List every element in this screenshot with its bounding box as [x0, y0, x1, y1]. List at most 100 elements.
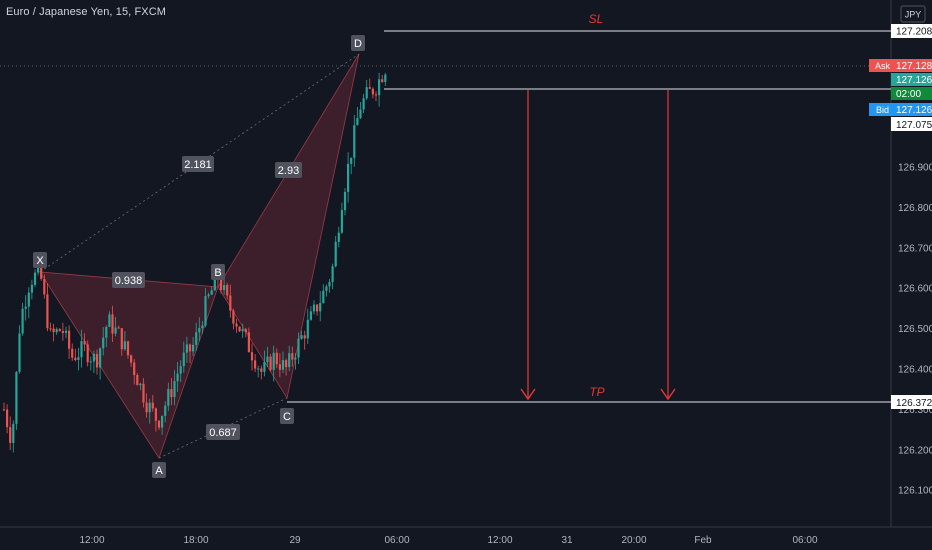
price-tick-label: 126.400 [898, 365, 932, 376]
candle-body [161, 415, 164, 428]
candle-body [86, 344, 89, 363]
candle-body [365, 87, 368, 99]
candle-body [238, 326, 241, 332]
candle-body [347, 163, 350, 192]
candle-body [250, 352, 254, 361]
candle-body [328, 281, 331, 287]
time-tick-label: 20:00 [621, 535, 646, 546]
candle-body [43, 278, 46, 295]
candle-body [316, 304, 319, 312]
candle-body [334, 241, 337, 267]
time-tick-label: Feb [694, 535, 712, 546]
ratio-label-bd: 2.93 [275, 162, 302, 178]
candle-body [21, 308, 24, 334]
candle-body [71, 348, 74, 358]
candle-body [111, 314, 114, 334]
point-d-label: D [351, 35, 365, 51]
candle-body [371, 88, 374, 95]
ask-price-tag: Ask 127.128 [869, 59, 932, 72]
candle-body [198, 328, 201, 333]
candle-body [340, 210, 343, 233]
xab-triangle [39, 271, 219, 459]
tp-price-tag: 126.372 [891, 395, 932, 409]
candle-body [136, 374, 139, 386]
price-tick-label: 126.900 [898, 163, 932, 174]
candle-body [275, 352, 278, 365]
candle-body [133, 362, 136, 375]
candle-body [89, 361, 92, 363]
candle-body [192, 344, 195, 352]
candle-body [195, 332, 198, 345]
candle-body [319, 303, 322, 312]
tp-label: TP [589, 385, 604, 399]
candle-body [49, 328, 52, 330]
currency-badge[interactable]: JPY [900, 5, 926, 23]
candle-body [294, 357, 297, 360]
svg-text:127.128: 127.128 [896, 61, 932, 72]
candle-body [210, 290, 213, 295]
candle-body [120, 328, 123, 350]
time-axis[interactable]: 12:00 18:00 29 06:00 12:00 31 20:00 Feb 06:00 [79, 535, 817, 546]
svg-text:JPY: JPY [905, 10, 922, 20]
candle-body [201, 325, 204, 329]
candle-body [356, 118, 359, 126]
candle-body [353, 125, 356, 158]
price-tick-label: 126.800 [898, 203, 932, 214]
candle-body [384, 74, 387, 82]
candle-body [306, 319, 309, 339]
candle-body [77, 357, 80, 360]
candle-body [278, 364, 281, 370]
svg-text:127.126: 127.126 [896, 75, 932, 86]
candle-body [204, 296, 207, 326]
candles-group [2, 72, 387, 453]
candle-body [272, 352, 275, 370]
candle-body [300, 335, 303, 339]
candle-body [232, 310, 235, 324]
price-tick-label: 126.200 [898, 445, 932, 456]
candle-body [285, 360, 288, 368]
sl-label: SL [589, 12, 604, 26]
candle-body [58, 329, 61, 332]
candle-body [2, 409, 6, 411]
svg-text:B: B [214, 267, 221, 279]
candle-body [164, 405, 167, 416]
candle-body [185, 344, 188, 353]
time-tick-label: 18:00 [183, 535, 208, 546]
candle-body [207, 294, 210, 297]
candle-body [167, 389, 170, 406]
entry-price-tag: 127.075 [891, 117, 932, 131]
ratio-xb-text: 0.938 [115, 275, 143, 287]
candle-body [173, 381, 176, 398]
candle-body [337, 232, 340, 242]
svg-text:127.075: 127.075 [896, 120, 932, 131]
candle-body [176, 373, 179, 382]
candle-body [15, 371, 18, 424]
candle-body [350, 157, 353, 164]
candle-body [33, 272, 37, 285]
candle-body [123, 341, 126, 350]
point-x-label: X [33, 252, 47, 268]
candle-body [151, 402, 154, 409]
ratio-label-ac: 0.687 [206, 424, 240, 440]
candle-body [235, 323, 238, 327]
svg-text:Bid: Bid [876, 105, 889, 115]
candle-body [182, 352, 185, 367]
candle-body [260, 368, 263, 372]
candle-body [68, 330, 71, 349]
candle-body [130, 355, 133, 363]
candle-body [40, 263, 43, 279]
svg-text:127.126: 127.126 [896, 105, 932, 116]
ratio-label-xb: 0.938 [112, 272, 145, 288]
candle-body [241, 329, 244, 332]
candle-body [325, 286, 328, 291]
svg-text:Ask: Ask [875, 61, 891, 71]
candle-body [263, 361, 266, 372]
candle-body [52, 328, 55, 333]
candle-body [105, 326, 108, 338]
candle-body [244, 329, 247, 333]
price-axis[interactable]: 126.900 126.800 126.700 126.600 126.500 126.4… [898, 163, 932, 497]
price-tick-label: 126.500 [898, 324, 932, 335]
candle-body [229, 295, 232, 311]
candle-body [64, 330, 68, 333]
